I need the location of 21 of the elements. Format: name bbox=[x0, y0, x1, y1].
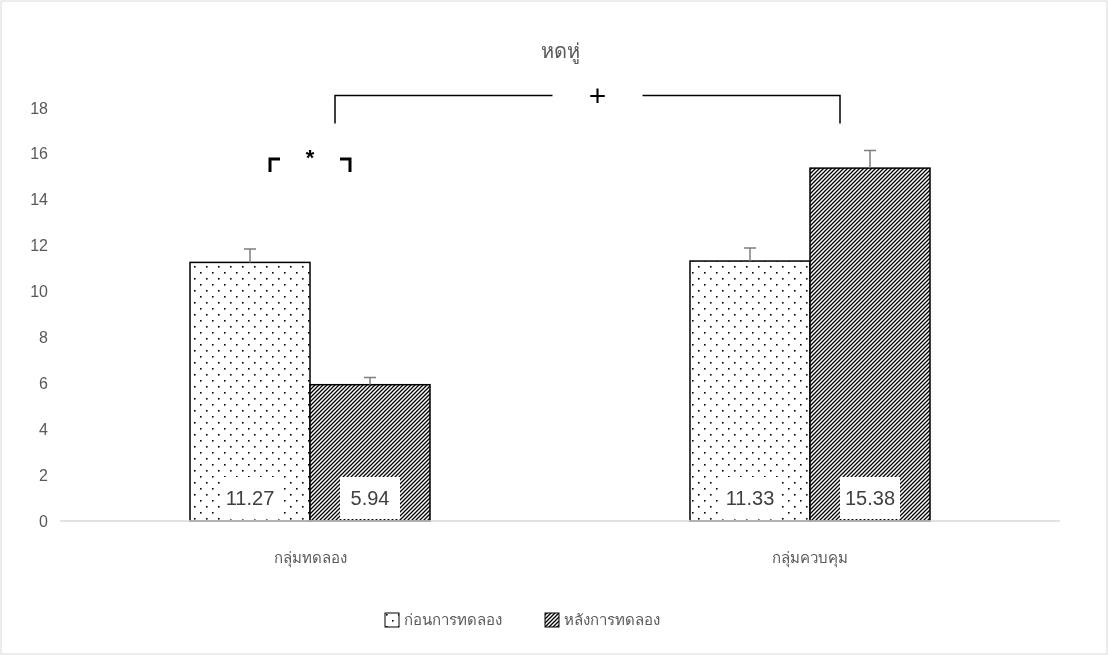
legend-label: หลังการทดลอง bbox=[564, 611, 660, 629]
y-tick-label: 14 bbox=[30, 191, 49, 209]
x-tick-label: กลุ่มควบคุม bbox=[772, 549, 848, 569]
y-tick-label: 10 bbox=[30, 283, 49, 301]
y-tick-label: 12 bbox=[30, 237, 49, 255]
data-label: 5.94 bbox=[350, 487, 390, 509]
data-label: 11.27 bbox=[225, 487, 275, 509]
y-tick-label: 16 bbox=[30, 145, 49, 163]
data-label: 11.33 bbox=[725, 487, 775, 509]
y-tick-label: 4 bbox=[39, 420, 49, 438]
annotation: * bbox=[305, 144, 315, 170]
y-tick-label: 6 bbox=[39, 374, 49, 392]
legend-label: ก่อนการทดลอง bbox=[404, 611, 502, 629]
x-tick-label: กลุ่มทดลอง bbox=[273, 549, 347, 569]
annotation: + bbox=[588, 78, 607, 112]
chart-title: หดหู่ bbox=[540, 40, 580, 64]
y-tick-label: 18 bbox=[30, 99, 49, 117]
y-tick-label: 8 bbox=[39, 329, 49, 347]
y-tick-label: 0 bbox=[39, 512, 49, 530]
data-label: 15.38 bbox=[844, 487, 896, 509]
y-tick-label: 2 bbox=[39, 466, 49, 484]
